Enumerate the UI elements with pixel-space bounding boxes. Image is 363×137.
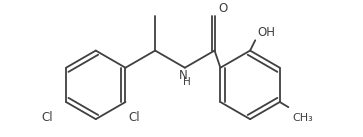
Text: OH: OH bbox=[257, 26, 275, 39]
Text: CH₃: CH₃ bbox=[293, 113, 314, 123]
Text: Cl: Cl bbox=[128, 111, 140, 124]
Text: O: O bbox=[219, 2, 228, 15]
Text: Cl: Cl bbox=[41, 111, 53, 124]
Text: N: N bbox=[179, 69, 188, 82]
Text: H: H bbox=[183, 77, 191, 87]
